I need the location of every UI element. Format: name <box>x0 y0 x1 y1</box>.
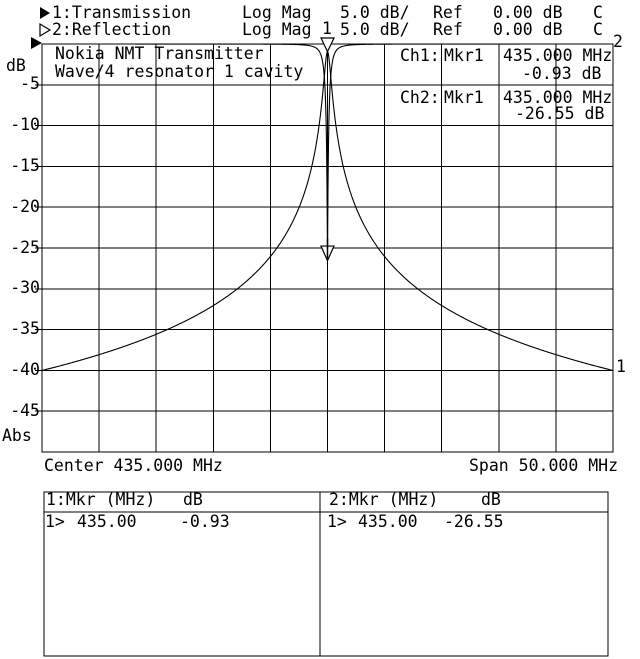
channel1-header: 1:Transmission <box>52 4 191 21</box>
marker1-number-label: 1 <box>322 19 332 38</box>
y-axis-tick-label: -10 <box>10 115 40 135</box>
channel1-format: Log Mag <box>242 3 312 22</box>
y-axis-tick-label: -40 <box>10 359 40 379</box>
y-axis-tick-label: -15 <box>10 155 40 175</box>
title-annotation-line1: Nokia NMT Transmitter <box>55 44 264 63</box>
y-axis-tick-label: -25 <box>10 237 40 257</box>
channel2-measurement: Reflection <box>71 20 172 39</box>
channel1-ref-value: 0.00 dB <box>493 3 563 22</box>
indicator-shapes <box>31 7 52 49</box>
readout-ch1-marker: Mkr1 <box>444 46 484 65</box>
channel2-number: 2: <box>52 20 72 39</box>
trace2-id-label: 2 <box>613 32 623 51</box>
channel1-number: 1: <box>52 3 72 22</box>
y-axis-tick-label: -45 <box>10 400 40 420</box>
readout-ch2-marker: Mkr1 <box>444 88 484 107</box>
channel2-inactive-marker-icon <box>39 22 52 38</box>
marker-table2-row-freq: 435.00 <box>358 512 418 531</box>
channel1-status-flag: C <box>593 3 603 22</box>
channel2-scale: 5.0 dB/ <box>340 20 410 39</box>
marker-table2-row-sel: 1> <box>327 512 347 531</box>
y-axis-tick-label: -5 <box>20 74 40 94</box>
marker-table2-unit: dB <box>481 490 501 509</box>
x-axis-span-label: Span 50.000 MHz <box>469 456 619 475</box>
marker-table1-header: 1:Mkr (MHz) <box>46 490 156 509</box>
marker-table1-row-value: -0.93 <box>180 512 230 531</box>
channel1-ref-label: Ref <box>433 3 463 22</box>
readout-ch2-channel: Ch2: <box>400 88 440 107</box>
channel1-measurement: Transmission <box>71 3 192 22</box>
channel2-ref-value: 0.00 dB <box>493 20 563 39</box>
channel1-scale: 5.0 dB/ <box>340 3 410 22</box>
channel2-status-flag: C <box>593 20 603 39</box>
x-axis-center-label: Center 435.000 MHz <box>44 456 223 475</box>
graticule-grid <box>35 43 614 453</box>
channel1-active-marker-icon <box>40 7 50 19</box>
y-axis-tick-label: -20 <box>10 196 40 216</box>
marker-table1-unit: dB <box>183 490 203 509</box>
marker-table1-row-freq: 435.00 <box>77 512 137 531</box>
channel2-header: 2:Reflection <box>52 21 171 38</box>
y-axis-unit-label: dB <box>6 56 26 75</box>
y-axis-bottom-label: Abs <box>2 426 32 445</box>
y-axis-tick-label: -30 <box>10 278 40 298</box>
readout-ch1-value: -0.93 dB <box>522 64 602 83</box>
marker-table1-row-sel: 1> <box>45 512 65 531</box>
title-annotation-line2: Wave/4 resonator 1 cavity <box>55 62 304 81</box>
channel2-format: Log Mag <box>242 20 312 39</box>
marker-table2-header: 2:Mkr (MHz) <box>329 490 439 509</box>
y-axis-tick-label: -35 <box>10 319 40 339</box>
trace1-id-label: 1 <box>616 357 626 376</box>
marker-table2-row-value: -26.55 <box>444 512 504 531</box>
readout-ch1-frequency: 435.000 MHz <box>503 46 613 65</box>
marker-symbols <box>320 37 335 263</box>
readout-ch2-value: -26.55 dB <box>515 104 605 123</box>
readout-ch1-channel: Ch1: <box>400 46 440 65</box>
marker-table-frame <box>43 491 609 657</box>
channel2-ref-label: Ref <box>433 20 463 39</box>
marker1-trace1-arrow-icon <box>320 37 335 53</box>
readout-ch2-frequency: 435.000 MHz <box>503 88 613 107</box>
reference-level-indicator-icon <box>31 37 42 49</box>
